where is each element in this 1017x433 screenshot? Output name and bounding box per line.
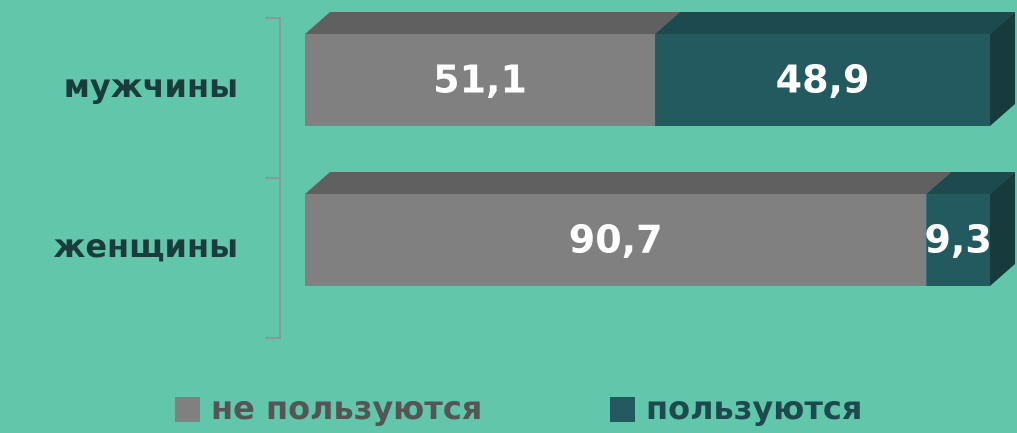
value-label: 51,1	[433, 58, 527, 102]
bar-segment	[655, 34, 990, 126]
bar-top	[655, 12, 1015, 34]
legend-swatch	[175, 397, 200, 422]
bar-side	[990, 172, 1015, 286]
category-bracket	[265, 17, 281, 339]
value-label: 9,3	[924, 218, 991, 262]
bar-top	[305, 12, 681, 34]
category-label: женщины	[54, 227, 239, 265]
bar-segment	[305, 34, 656, 126]
legend-label: пользуются	[646, 389, 862, 427]
bar-side	[990, 12, 1015, 126]
legend-label: не пользуются	[211, 389, 482, 427]
value-label: 90,7	[569, 218, 663, 262]
bar-top	[926, 172, 1015, 194]
bar-top	[305, 172, 952, 194]
bar-segment	[926, 194, 990, 286]
legend-swatch	[610, 397, 635, 422]
category-label: мужчины	[64, 67, 238, 105]
value-label: 48,9	[776, 58, 870, 102]
bar-segment	[305, 194, 927, 286]
